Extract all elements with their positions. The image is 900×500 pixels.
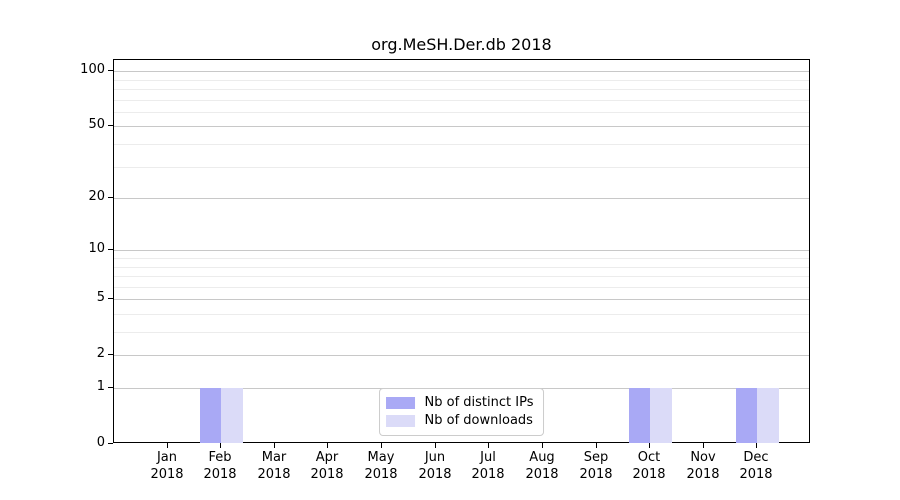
gridline-minor: [114, 276, 809, 277]
x-tick-label: Jan 2018: [150, 450, 184, 482]
x-axis-tick: [596, 443, 597, 448]
bars-layer: [114, 60, 809, 443]
gridline-minor: [114, 267, 809, 268]
y-axis-tick: [108, 70, 113, 71]
x-axis-tick: [488, 443, 489, 448]
gridline-minor: [114, 258, 809, 259]
x-tick-label: May 2018: [364, 450, 398, 482]
y-tick-label: 100: [80, 62, 105, 77]
gridline-minor: [114, 144, 809, 145]
x-axis-tick: [274, 443, 275, 448]
legend-label-distinct-ips: Nb of distinct IPs: [424, 395, 534, 410]
bar-downloads: [650, 388, 672, 443]
x-axis-tick: [756, 443, 757, 448]
x-axis-tick: [435, 443, 436, 448]
y-axis-tick: [108, 197, 113, 198]
gridline-minor: [114, 100, 809, 101]
gridline-minor: [114, 80, 809, 81]
gridline-major: [114, 355, 809, 356]
x-tick-label: Dec 2018: [739, 450, 773, 482]
y-axis-tick: [108, 354, 113, 355]
y-tick-label: 10: [88, 241, 105, 256]
x-axis-tick: [703, 443, 704, 448]
legend-swatch-downloads: [385, 414, 415, 427]
gridline-major: [114, 299, 809, 300]
gridline-minor: [114, 287, 809, 288]
x-tick-label: Jun 2018: [418, 450, 452, 482]
x-axis-tick: [649, 443, 650, 448]
x-axis-tick: [167, 443, 168, 448]
plot-area: Nb of distinct IPs Nb of downloads: [113, 59, 810, 443]
gridline-major: [114, 71, 809, 72]
y-axis-tick: [108, 443, 113, 444]
chart-title: org.MeSH.Der.db 2018: [371, 35, 552, 54]
bar-distinct-ips: [735, 388, 758, 443]
x-tick-label: Sep 2018: [579, 450, 613, 482]
legend-item-downloads: Nb of downloads: [385, 412, 534, 429]
legend-label-downloads: Nb of downloads: [424, 413, 533, 428]
gridline-major: [114, 198, 809, 199]
legend-swatch-distinct-ips: [385, 396, 415, 409]
x-tick-label: Feb 2018: [203, 450, 237, 482]
x-tick-label: Aug 2018: [525, 450, 559, 482]
y-tick-label: 0: [96, 435, 105, 450]
y-axis-tick: [108, 387, 113, 388]
gridline-minor: [114, 332, 809, 333]
legend: Nb of distinct IPs Nb of downloads: [378, 388, 545, 436]
gridline-major: [114, 126, 809, 127]
x-axis-tick: [381, 443, 382, 448]
y-tick-label: 20: [88, 189, 105, 204]
y-axis-tick: [108, 125, 113, 126]
bar-distinct-ips: [199, 388, 222, 443]
x-axis-tick: [220, 443, 221, 448]
x-tick-label: Mar 2018: [257, 450, 291, 482]
y-tick-label: 1: [96, 379, 105, 394]
legend-item-distinct-ips: Nb of distinct IPs: [385, 394, 534, 411]
x-axis-tick: [327, 443, 328, 448]
gridline-minor: [114, 167, 809, 168]
bar-downloads: [221, 388, 243, 443]
x-tick-label: Oct 2018: [632, 450, 666, 482]
x-tick-label: Jul 2018: [471, 450, 505, 482]
y-axis-tick: [108, 249, 113, 250]
y-tick-label: 2: [96, 346, 105, 361]
y-tick-label: 50: [88, 117, 105, 132]
bar-downloads: [757, 388, 779, 443]
x-tick-label: Apr 2018: [310, 450, 344, 482]
gridline-minor: [114, 112, 809, 113]
bar-distinct-ips: [628, 388, 651, 443]
x-tick-label: Nov 2018: [686, 450, 720, 482]
gridline-minor: [114, 89, 809, 90]
gridline-major: [114, 250, 809, 251]
y-axis-tick: [108, 298, 113, 299]
x-axis-tick: [542, 443, 543, 448]
y-tick-label: 5: [96, 290, 105, 305]
gridline-minor: [114, 314, 809, 315]
